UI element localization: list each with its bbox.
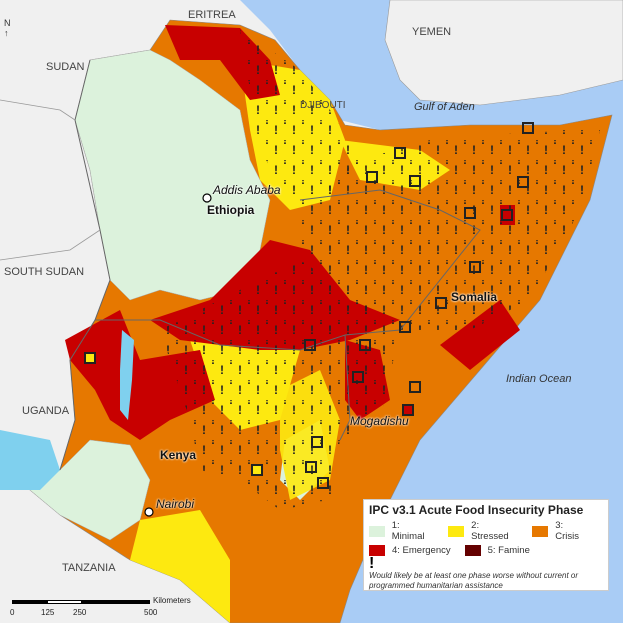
label-ethiopia: Ethiopia <box>207 203 255 217</box>
legend-note: Would likely be at least one phase worse… <box>369 571 578 590</box>
label-djibouti: DJIBOUTI <box>300 100 346 111</box>
marker-square <box>317 477 329 489</box>
country-border <box>0 99 76 121</box>
label-somalia: Somalia <box>451 290 498 304</box>
marker-square <box>409 175 421 187</box>
legend-item-minimal: 1: Minimal <box>369 520 434 542</box>
country-border <box>59 59 111 471</box>
region-stressed-4 <box>130 510 230 623</box>
label-gulf-of-aden: Gulf of Aden <box>414 101 475 113</box>
capital-icons <box>144 193 212 517</box>
scale-tick: 125 <box>41 608 55 617</box>
marker-square <box>399 321 411 333</box>
marker-square <box>464 207 476 219</box>
marker-square <box>517 176 529 188</box>
marker-square <box>304 339 316 351</box>
country-border <box>0 229 101 261</box>
label-uganda: UGANDA <box>22 405 70 417</box>
scale-unit: Kilometers <box>153 596 191 605</box>
legend-item-famine: 5: Famine <box>464 545 530 556</box>
legend-item-crisis: 3: Crisis <box>532 520 589 542</box>
legend-item-stressed: 2: Stressed <box>448 520 518 542</box>
legend-title: IPC v3.1 Acute Food Insecurity Phase <box>369 503 584 517</box>
scale-tick: 0 <box>10 608 15 617</box>
region-emergency-kenya-nw <box>65 310 215 440</box>
lake-victoria <box>0 430 60 490</box>
label-mogadishu: Mogadishu <box>350 414 409 428</box>
excl-pattern <box>160 260 400 510</box>
marker-square <box>402 404 414 416</box>
label-indian-ocean: Indian Ocean <box>506 373 572 385</box>
label-yemen: YEMEN <box>412 26 452 38</box>
marker-square <box>84 352 96 364</box>
marker-square <box>394 147 406 159</box>
lake-turkana <box>120 330 134 420</box>
legend: IPC v3.1 Acute Food Insecurity Phase 1: … <box>363 499 609 591</box>
country-border <box>95 319 351 441</box>
star-icon <box>202 193 212 203</box>
sea <box>240 0 623 623</box>
scale-tick: 500 <box>144 608 158 617</box>
region-emergency-coast <box>440 300 520 370</box>
marker-square <box>359 339 371 351</box>
label-tanzania: TANZANIA <box>62 562 116 574</box>
marker-square <box>251 464 263 476</box>
label-addis-ababa: Addis Ababa <box>213 183 281 197</box>
label-kenya: Kenya <box>160 448 197 462</box>
marker-square <box>522 122 534 134</box>
label-nairobi: Nairobi <box>156 497 195 511</box>
idp-markers <box>84 122 534 489</box>
yemen <box>384 0 623 106</box>
marker-square <box>352 371 364 383</box>
marker-square <box>366 171 378 183</box>
exclamation-icon: ! <box>369 555 375 572</box>
north-arrow-icon: N ↑ <box>4 18 11 38</box>
marker-square <box>435 297 447 309</box>
marker-square <box>469 261 481 273</box>
marker-square <box>409 381 421 393</box>
excl-pattern <box>240 30 360 200</box>
star-icon <box>144 507 154 517</box>
country-border <box>299 189 481 336</box>
scale-tick: 250 <box>73 608 87 617</box>
marker-square <box>501 209 513 221</box>
excl-pattern <box>300 130 600 330</box>
marker-square <box>311 436 323 448</box>
label-eritrea: ERITREA <box>188 9 236 21</box>
label-sudan: SUDAN <box>46 61 85 73</box>
marker-square <box>305 461 317 473</box>
label-south-sudan: SOUTH SUDAN <box>4 266 85 278</box>
legend-item-emergency: 4: Emergency <box>369 545 451 556</box>
